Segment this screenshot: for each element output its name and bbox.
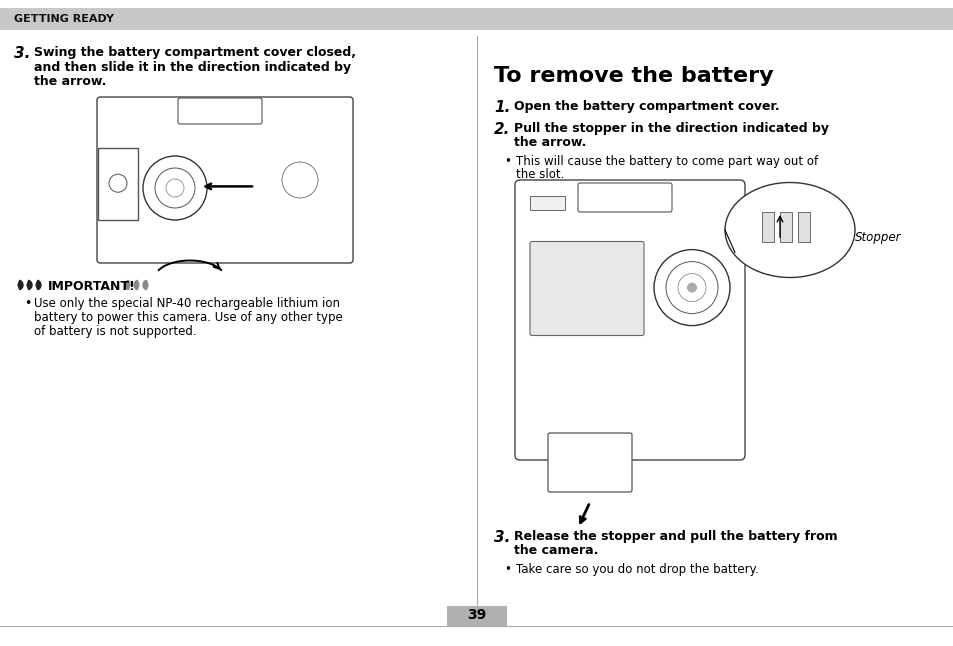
Text: the arrow.: the arrow. [34, 75, 107, 88]
Text: Pull the stopper in the direction indicated by: Pull the stopper in the direction indica… [514, 122, 828, 135]
Bar [447, 606, 506, 626]
Text: 2.: 2. [494, 122, 510, 137]
Polygon shape [98, 148, 138, 220]
Text: the slot.: the slot. [516, 168, 564, 181]
Text: To remove the battery: To remove the battery [494, 66, 773, 86]
FancyBboxPatch shape [515, 180, 744, 460]
Text: the camera.: the camera. [514, 545, 598, 557]
FancyBboxPatch shape [178, 98, 262, 124]
Text: •: • [24, 297, 31, 310]
Wedge shape [143, 280, 148, 289]
Wedge shape [36, 280, 41, 289]
Circle shape [686, 282, 697, 293]
FancyBboxPatch shape [547, 433, 631, 492]
Bar [797, 212, 809, 242]
Text: 1.: 1. [494, 100, 510, 115]
Text: 3.: 3. [14, 46, 30, 61]
Bar [780, 212, 791, 242]
Text: GETTING READY: GETTING READY [14, 14, 113, 24]
Text: of battery is not supported.: of battery is not supported. [34, 325, 196, 338]
Text: Take care so you do not drop the battery.: Take care so you do not drop the battery… [516, 563, 758, 576]
FancyBboxPatch shape [97, 97, 353, 263]
Text: and then slide it in the direction indicated by: and then slide it in the direction indic… [34, 61, 351, 74]
Text: 39: 39 [467, 608, 486, 622]
Ellipse shape [724, 183, 854, 278]
Text: Open the battery compartment cover.: Open the battery compartment cover. [514, 100, 779, 113]
Bar [530, 196, 564, 210]
Wedge shape [27, 280, 32, 289]
Bar [761, 212, 773, 242]
Wedge shape [18, 280, 23, 289]
FancyBboxPatch shape [578, 183, 671, 212]
Text: 3.: 3. [494, 530, 510, 545]
Wedge shape [125, 280, 130, 289]
Text: This will cause the battery to come part way out of: This will cause the battery to come part… [516, 155, 818, 168]
Bar [0, 8, 953, 30]
Text: Swing the battery compartment cover closed,: Swing the battery compartment cover clos… [34, 46, 355, 59]
Text: the arrow.: the arrow. [514, 136, 586, 149]
Text: Use only the special NP-40 rechargeable lithium ion: Use only the special NP-40 rechargeable … [34, 297, 339, 310]
Text: IMPORTANT!: IMPORTANT! [48, 280, 135, 293]
Text: battery to power this camera. Use of any other type: battery to power this camera. Use of any… [34, 311, 342, 324]
Text: Release the stopper and pull the battery from: Release the stopper and pull the battery… [514, 530, 837, 543]
FancyBboxPatch shape [530, 242, 643, 335]
Text: Stopper: Stopper [854, 231, 901, 244]
Text: •: • [503, 155, 511, 168]
Wedge shape [133, 280, 139, 289]
Text: •: • [503, 563, 511, 576]
